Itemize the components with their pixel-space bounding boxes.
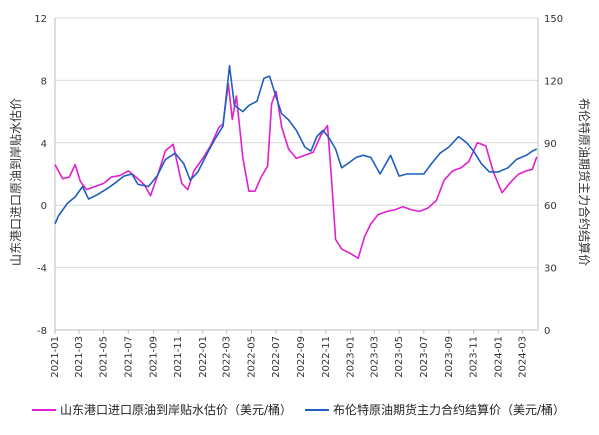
x-tick-label: 2023-03 (369, 336, 380, 378)
x-tick-label: 2021-03 (74, 336, 85, 378)
x-tick-label: 2022-03 (222, 336, 233, 378)
right-tick-label: 30 (544, 264, 557, 275)
x-tick-label: 2023-05 (394, 336, 405, 378)
x-tick-label: 2022-01 (198, 336, 209, 378)
x-tick-label: 2023-09 (444, 336, 455, 378)
x-tick-label: 2024-01 (493, 336, 504, 378)
x-tick-label: 2022-05 (246, 336, 257, 378)
plot-frame (54, 18, 539, 331)
right-tick-label: 0 (544, 326, 550, 337)
series-line-brent (54, 65, 538, 225)
x-tick-label: 2022-07 (271, 336, 282, 378)
series-layer (54, 65, 538, 259)
right-tick-label: 120 (544, 76, 563, 87)
legend-label: 布伦特原油期货主力合约结算价（美元/桶） (333, 402, 565, 417)
right-tick-label: 90 (544, 139, 557, 150)
x-tick-label: 2021-11 (173, 336, 184, 378)
x-axis-ticks: 2021-01 2021-03 2021-05 2021-07 2021-09 2021-… (50, 330, 529, 378)
left-axis-title: 山东港口进口原油到岸贴水估价 (9, 98, 23, 266)
right-axis-ticks: 0 30 60 90 120 150 (544, 14, 563, 337)
series-line-discount (54, 82, 538, 259)
gridlines (55, 17, 538, 331)
left-tick-label: 4 (41, 139, 47, 150)
left-tick-label: 8 (41, 76, 47, 87)
left-tick-label: -8 (37, 326, 47, 337)
left-tick-label: 0 (41, 201, 47, 212)
x-tick-label: 2022-11 (321, 336, 332, 378)
x-tick-label: 2023-01 (346, 336, 357, 378)
x-tick-label: 2022-09 (296, 336, 307, 378)
x-tick-label: 2021-01 (50, 336, 61, 378)
left-tick-label: -4 (37, 264, 47, 275)
x-tick-label: 2021-09 (148, 336, 159, 378)
x-tick-label: 2021-07 (123, 336, 134, 378)
x-tick-label: 2021-05 (99, 336, 110, 378)
x-tick-label: 2023-07 (419, 336, 430, 378)
right-tick-label: 60 (544, 201, 557, 212)
x-tick-label: 2023-11 (469, 336, 480, 378)
x-tick-label: 2024-03 (518, 336, 529, 378)
right-axis-title: 布伦特原油期货主力合约结算价 (577, 98, 592, 266)
right-tick-label: 150 (544, 14, 563, 25)
left-axis-ticks: -8 -4 0 4 8 12 (34, 14, 47, 337)
legend-label: 山东港口进口原油到岸贴水估价（美元/桶） (60, 402, 292, 417)
legend: 山东港口进口原油到岸贴水估价（美元/桶） 布伦特原油期货主力合约结算价（美元/桶） (32, 402, 565, 417)
left-tick-label: 12 (34, 14, 47, 25)
